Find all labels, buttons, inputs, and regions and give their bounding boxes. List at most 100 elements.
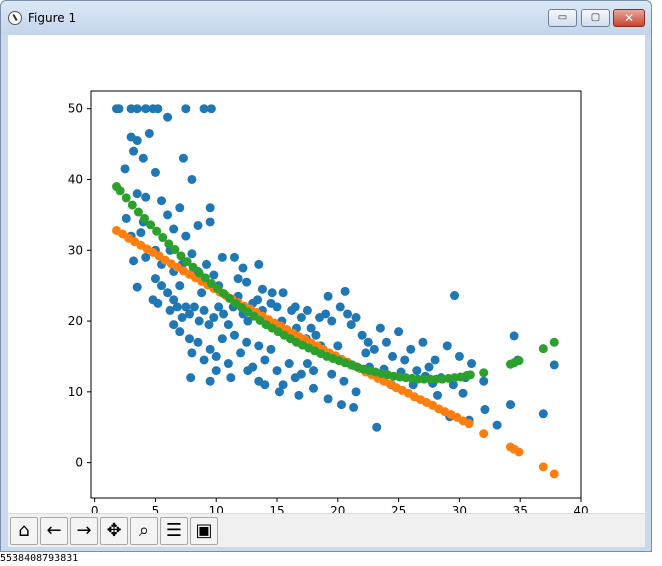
y-tick-label: 40 [68, 172, 83, 186]
data-point [284, 359, 294, 369]
data-point [267, 288, 277, 298]
data-point [141, 104, 151, 114]
data-point [479, 376, 489, 386]
data-point [144, 128, 154, 138]
data-point [175, 281, 185, 291]
back-button[interactable]: ← [40, 517, 68, 545]
data-point [141, 192, 151, 202]
data-point [479, 429, 489, 439]
data-point [311, 330, 321, 340]
app-icon [8, 11, 22, 25]
data-point [514, 447, 524, 457]
figure-window: Figure 1 ▭ ▢ ✕ 0 5 10 15 20 25 30 35 40 0 10 20 30 40… [0, 0, 652, 552]
data-point [278, 288, 288, 298]
scatter-plot: 0 5 10 15 20 25 30 35 40 0 10 20 30 40 50 [68, 90, 589, 518]
data-point [186, 373, 196, 383]
forward-button[interactable]: → [70, 517, 98, 545]
data-point [333, 341, 343, 351]
data-points [112, 104, 559, 479]
navigation-toolbar: ⌂ ← → ✥ ⌕ ☰ ▣ [8, 513, 645, 547]
data-point [257, 284, 267, 294]
data-point [450, 291, 460, 301]
data-point [132, 189, 142, 199]
data-point [163, 210, 173, 220]
home-button[interactable]: ⌂ [10, 517, 38, 545]
data-point [454, 351, 464, 361]
x-tick-label: 0 [91, 504, 99, 513]
data-point [153, 104, 163, 114]
data-point [381, 337, 391, 347]
data-point [278, 380, 288, 390]
data-point [339, 376, 349, 386]
data-point [243, 316, 253, 326]
y-tick-label: 50 [68, 102, 83, 116]
zoom-button[interactable]: ⌕ [130, 517, 158, 545]
data-point [335, 302, 345, 312]
x-tick-label: 5 [152, 504, 160, 513]
data-point [141, 252, 151, 262]
data-point [152, 226, 162, 236]
data-point [290, 373, 300, 383]
move-icon: ✥ [106, 520, 122, 541]
x-tick-label: 10 [209, 504, 224, 513]
subplots-button[interactable]: ☰ [160, 517, 188, 545]
data-point [205, 344, 215, 354]
data-point [214, 302, 224, 312]
data-point [199, 355, 209, 365]
figure-canvas[interactable]: 0 5 10 15 20 25 30 35 40 0 10 20 30 40 50 [8, 35, 645, 518]
data-point [205, 376, 215, 386]
data-point [226, 373, 236, 383]
data-point [346, 320, 356, 330]
data-point [121, 213, 131, 223]
series-2 [112, 182, 559, 384]
data-point [361, 348, 371, 358]
data-point [132, 282, 142, 292]
data-point [369, 344, 379, 354]
data-point [132, 136, 142, 146]
data-point [184, 334, 194, 344]
window-title: Figure 1 [28, 11, 77, 25]
data-point [274, 387, 284, 397]
data-point [272, 366, 282, 376]
pan-button[interactable]: ✥ [100, 517, 128, 545]
data-point [175, 203, 185, 213]
y-tick-label: 0 [75, 456, 83, 470]
data-point [177, 313, 187, 323]
data-point [212, 283, 222, 293]
maximize-button[interactable]: ▢ [581, 9, 610, 27]
data-point [424, 362, 434, 372]
data-point [433, 390, 443, 400]
data-point [164, 239, 174, 249]
data-point [306, 323, 316, 333]
data-point [181, 302, 191, 312]
minimize-button[interactable]: ▭ [548, 9, 577, 27]
save-button[interactable]: ▣ [190, 517, 218, 545]
close-button[interactable]: ✕ [613, 9, 645, 27]
data-point [165, 305, 175, 315]
data-point [323, 291, 333, 301]
data-point [242, 337, 252, 347]
data-point [229, 330, 239, 340]
data-point [315, 313, 325, 323]
arrow-left-icon: ← [46, 520, 62, 541]
data-point [217, 252, 227, 262]
data-point [193, 220, 203, 230]
magnifier-icon: ⌕ [138, 520, 150, 541]
x-tick-label: 30 [452, 504, 467, 513]
data-point [302, 359, 312, 369]
data-point [153, 298, 163, 308]
data-point [290, 302, 300, 312]
y-tick-label: 30 [68, 243, 83, 257]
x-tick-label: 20 [330, 504, 345, 513]
data-point [189, 302, 199, 312]
data-point [538, 344, 548, 354]
data-point [150, 274, 160, 284]
data-point [549, 469, 559, 479]
data-point [211, 351, 221, 361]
data-point [146, 220, 156, 230]
arrow-right-icon: → [76, 520, 92, 541]
data-point [175, 327, 185, 337]
data-point [172, 302, 182, 312]
title-bar[interactable]: Figure 1 ▭ ▢ ✕ [1, 1, 651, 35]
data-point [223, 320, 233, 330]
